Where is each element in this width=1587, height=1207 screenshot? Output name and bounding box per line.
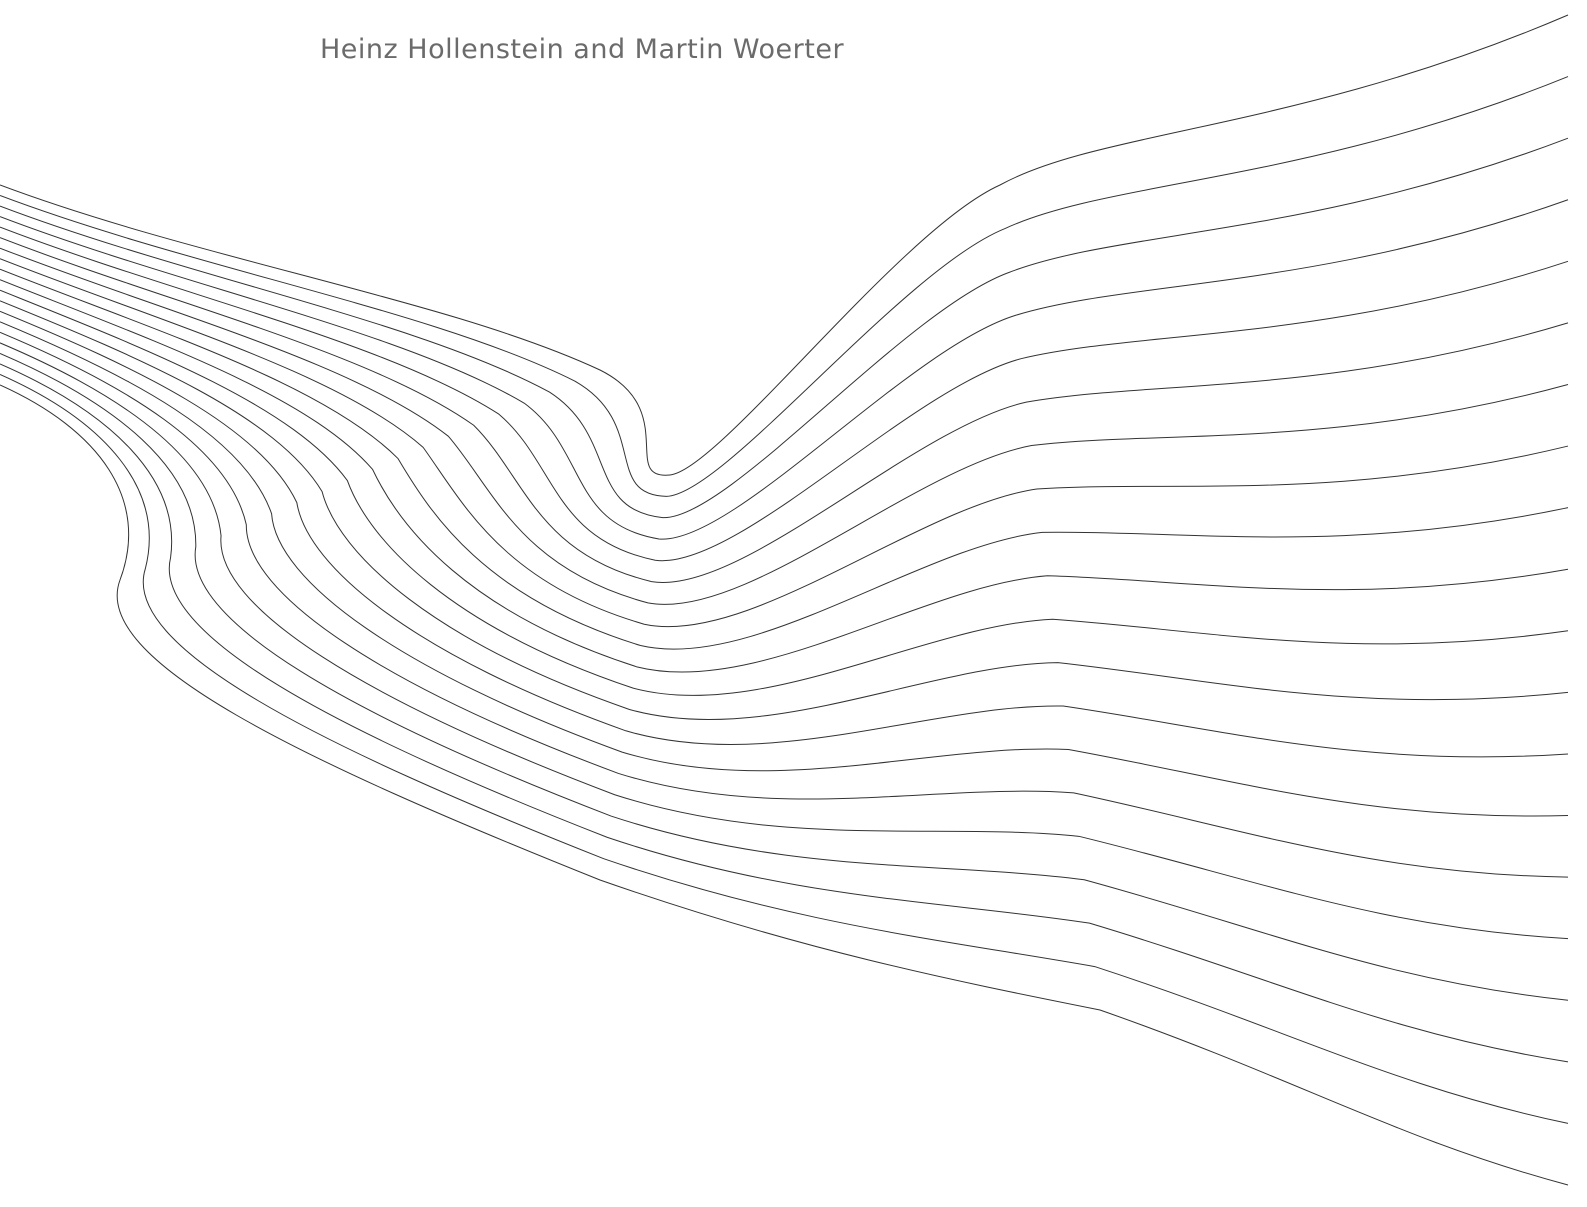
wave-line bbox=[0, 15, 1568, 475]
wave-line bbox=[0, 280, 1568, 672]
wave-line bbox=[0, 290, 1568, 695]
wave-line bbox=[0, 248, 1568, 604]
wave-line bbox=[0, 332, 1568, 877]
wave-line bbox=[0, 269, 1568, 649]
wave-line bbox=[0, 374, 1568, 1123]
cover-page: Heinz Hollenstein and Martin Woerter (()… bbox=[0, 0, 1587, 1207]
wave-line bbox=[0, 353, 1568, 1000]
wave-line bbox=[0, 138, 1568, 518]
wave-lines bbox=[0, 0, 1587, 1207]
wave-line bbox=[0, 200, 1568, 539]
authors: Heinz Hollenstein and Martin Woerter bbox=[320, 34, 844, 65]
wave-line bbox=[0, 77, 1568, 497]
